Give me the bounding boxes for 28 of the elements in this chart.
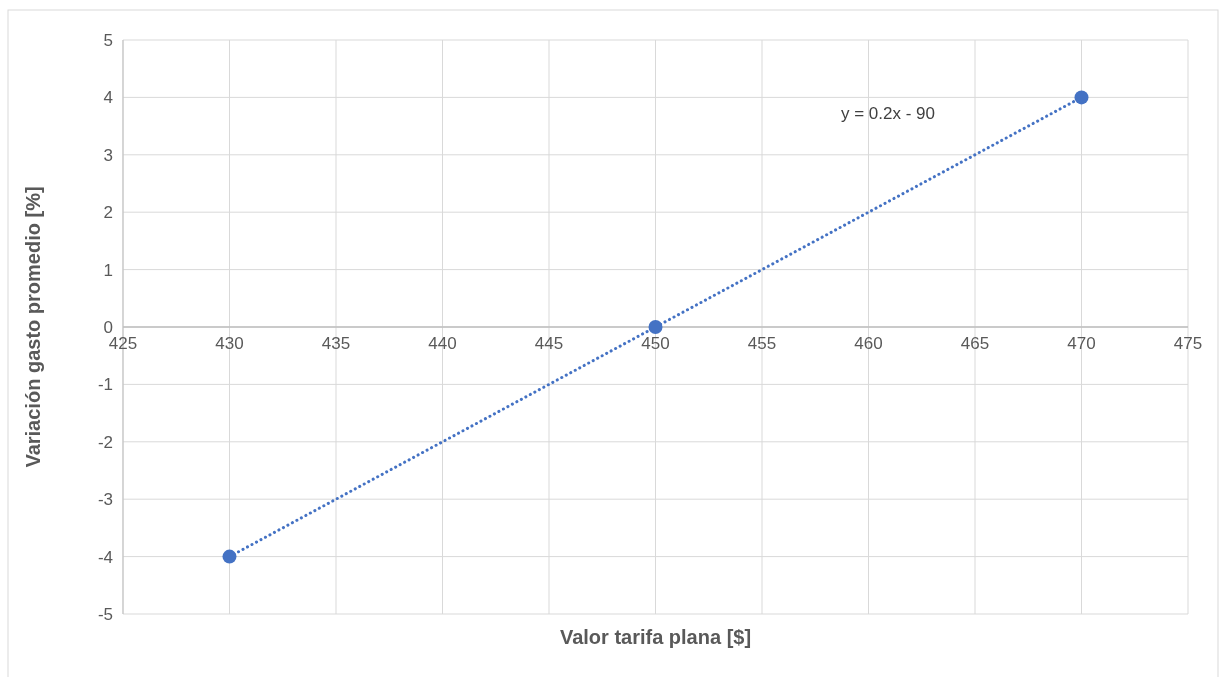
y-tick-label: -2 [97,432,113,452]
y-tick-label: 4 [103,88,113,108]
x-tick-label: 475 [1173,334,1203,353]
x-tick-label: 455 [747,334,777,353]
y-axis-title: Variación gasto promedio [%] [22,186,44,468]
y-tick-label: -5 [97,604,113,624]
y-tick-label: 3 [103,145,113,165]
y-tick-label: 5 [103,30,113,50]
x-tick-label: 430 [215,334,244,353]
x-tick-label: 445 [534,334,564,353]
point [222,549,237,564]
y-tick-label: -3 [97,490,113,510]
y-tick-label: -4 [97,547,113,567]
point [648,320,663,334]
x-tick-label: 460 [854,334,883,353]
y-tick-label: 1 [103,260,113,280]
x-tick-label: 435 [321,334,351,353]
x-tick-label: 440 [428,334,457,353]
y-tick-label: 0 [103,317,113,337]
x-tick-label: 465 [960,334,990,353]
y-tick-label: -1 [97,375,113,395]
y-tick-label: 2 [103,203,113,223]
x-tick-label: 425 [108,334,138,353]
x-axis-title: Valor tarifa plana [$] [559,626,752,648]
point [1074,90,1089,105]
x-tick-label: 470 [1067,334,1096,353]
x-tick-label: 450 [641,334,670,353]
annotation: y = 0.2x - 90 [840,104,936,124]
